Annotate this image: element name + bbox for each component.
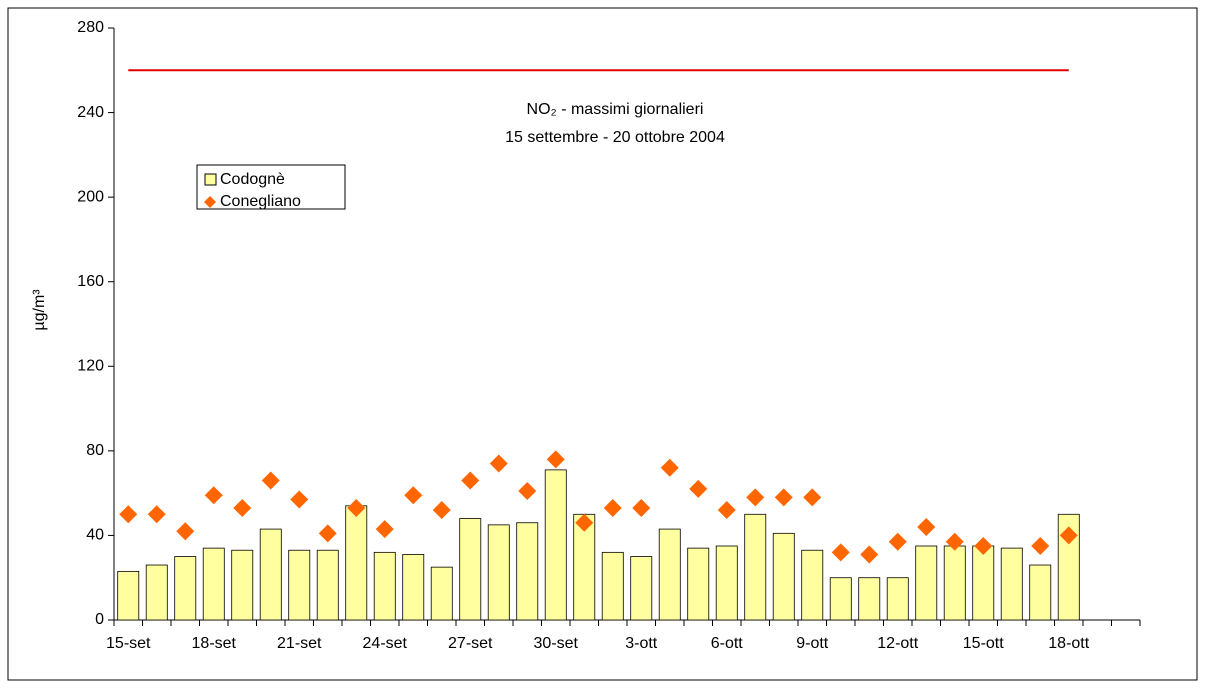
bar (915, 545, 938, 621)
bar (1057, 513, 1080, 621)
bar (516, 522, 539, 621)
bar (801, 549, 824, 621)
y-tick-label: 200 (77, 188, 104, 205)
legend-box (196, 164, 346, 210)
x-tick-label: 21-set (277, 635, 322, 652)
bar (972, 545, 995, 621)
diamond-marker (489, 454, 508, 473)
bar (687, 547, 710, 621)
diamond-marker (432, 501, 451, 520)
y-tick-label: 0 (95, 611, 104, 628)
diamond-marker (917, 517, 936, 536)
diamond-marker (1059, 526, 1078, 545)
bar (345, 505, 368, 621)
x-tick-label: 27-set (448, 635, 493, 652)
bar (174, 556, 197, 621)
legend-swatch (204, 173, 217, 186)
bar (744, 513, 767, 621)
bar (202, 547, 225, 621)
x-tick-label: 18-ott (1048, 635, 1089, 652)
diamond-marker (404, 486, 423, 505)
x-tick-label: 3-ott (625, 635, 658, 652)
chart-title: NO₂ - massimi giornalieri (527, 101, 704, 118)
diamond-marker (375, 520, 394, 539)
x-tick-label: 18-set (192, 635, 237, 652)
diamond-marker (774, 488, 793, 507)
y-tick-label: 120 (77, 358, 104, 375)
chart-subtitle: 15 settembre - 20 ottobre 2004 (505, 129, 725, 146)
bar (886, 577, 909, 621)
diamond-marker (660, 458, 679, 477)
bar (402, 554, 425, 621)
bar (459, 518, 482, 621)
y-tick-label: 280 (77, 19, 104, 36)
bar (430, 566, 453, 621)
diamond-marker (546, 450, 565, 469)
diamond-marker (290, 490, 309, 509)
y-tick-label: 240 (77, 104, 104, 121)
diamond-marker (603, 498, 622, 517)
bar (715, 545, 738, 621)
bar (145, 564, 168, 621)
legend-label: Conegliano (220, 193, 301, 210)
diamond-marker (233, 498, 252, 517)
diamond-marker (518, 482, 537, 501)
diamond-marker (860, 545, 879, 564)
bar (544, 469, 567, 621)
bar (943, 545, 966, 621)
diamond-marker (888, 532, 907, 551)
bar (231, 549, 254, 621)
bar (1029, 564, 1052, 621)
diamond-marker (204, 486, 223, 505)
diamond-marker (176, 522, 195, 541)
bar (601, 551, 624, 621)
diamond-marker (461, 471, 480, 490)
bar (630, 556, 653, 621)
legend-label: Codognè (220, 171, 285, 188)
bar (259, 528, 282, 621)
diamond-marker (261, 471, 280, 490)
bar (1000, 547, 1023, 621)
x-tick-label: 12-ott (877, 635, 918, 652)
diamond-marker (746, 488, 765, 507)
diamond-marker (945, 532, 964, 551)
bar (117, 570, 140, 621)
legend-swatch (204, 196, 216, 208)
x-tick-label: 30-set (534, 635, 579, 652)
diamond-marker (575, 513, 594, 532)
x-tick-label: 15-set (106, 635, 151, 652)
y-tick-label: 40 (86, 527, 104, 544)
bar (487, 524, 510, 621)
diamond-marker (1031, 537, 1050, 555)
x-tick-label: 15-ott (963, 635, 1004, 652)
y-tick-label: 160 (77, 273, 104, 290)
bar (658, 528, 681, 621)
x-tick-label: 9-ott (796, 635, 829, 652)
diamond-marker (717, 501, 736, 520)
bar (316, 549, 339, 621)
y-tick-label: 80 (86, 442, 104, 459)
diamond-marker (632, 498, 651, 517)
bar (288, 549, 311, 621)
bar (858, 577, 881, 621)
diamond-marker (974, 537, 993, 555)
diamond-marker (803, 488, 822, 507)
x-tick-label: 24-set (363, 635, 408, 652)
bar (373, 551, 396, 621)
y-axis-label: µg/m³ (31, 289, 48, 331)
bar (772, 532, 795, 621)
x-tick-label: 6-ott (711, 635, 744, 652)
diamond-marker (119, 505, 138, 524)
diamond-marker (347, 498, 366, 517)
diamond-marker (318, 524, 337, 543)
bar (829, 577, 852, 621)
diamond-marker (689, 479, 708, 498)
diamond-marker (831, 543, 850, 562)
diamond-marker (147, 505, 166, 524)
